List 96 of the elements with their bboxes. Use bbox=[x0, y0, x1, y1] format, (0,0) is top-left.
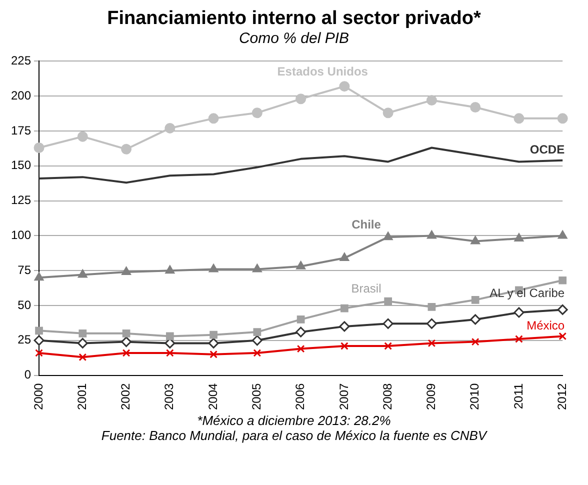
series-label: Estados Unidos bbox=[277, 64, 368, 79]
point bbox=[166, 349, 174, 357]
series-label: México bbox=[526, 318, 565, 333]
y-tick-label: 100 bbox=[10, 228, 32, 242]
point bbox=[428, 339, 436, 348]
y-tick-label: 150 bbox=[10, 158, 32, 172]
point bbox=[426, 95, 437, 106]
point bbox=[427, 230, 436, 239]
point bbox=[514, 307, 524, 318]
point bbox=[252, 335, 262, 346]
point bbox=[253, 328, 262, 336]
point bbox=[558, 276, 567, 284]
point bbox=[514, 233, 524, 242]
y-tick-label: 175 bbox=[10, 123, 32, 138]
x-tick-label: 2006 bbox=[293, 382, 308, 410]
x-tick-label: 2012 bbox=[554, 382, 569, 410]
point bbox=[165, 265, 175, 274]
point bbox=[515, 335, 523, 343]
point bbox=[164, 122, 176, 134]
series-label: AL y el Caribe bbox=[490, 286, 565, 300]
point bbox=[77, 131, 88, 142]
point bbox=[34, 335, 44, 346]
point bbox=[210, 330, 218, 339]
point bbox=[340, 304, 348, 312]
point bbox=[252, 264, 262, 272]
x-tick-label: 2010 bbox=[468, 382, 482, 410]
point bbox=[296, 94, 306, 104]
point bbox=[122, 266, 131, 275]
x-tick-label: 2009 bbox=[424, 382, 438, 410]
point bbox=[471, 338, 480, 346]
y-tick-label: 75 bbox=[18, 262, 32, 277]
point bbox=[253, 349, 262, 357]
point bbox=[470, 102, 481, 113]
series-label: OCDE bbox=[530, 142, 565, 157]
point bbox=[384, 297, 392, 306]
point bbox=[339, 321, 350, 332]
x-tick-label: 2005 bbox=[249, 382, 264, 410]
point bbox=[514, 113, 524, 124]
point bbox=[340, 252, 350, 262]
point bbox=[34, 272, 44, 281]
point bbox=[382, 108, 394, 118]
point bbox=[121, 336, 132, 348]
point bbox=[166, 332, 174, 340]
point bbox=[78, 353, 87, 362]
point bbox=[558, 332, 567, 340]
point bbox=[208, 113, 219, 124]
point bbox=[35, 349, 43, 357]
y-tick-label: 200 bbox=[10, 88, 32, 102]
point bbox=[557, 113, 568, 124]
point bbox=[383, 232, 393, 240]
point bbox=[384, 342, 392, 350]
point bbox=[296, 261, 306, 270]
point bbox=[210, 350, 218, 358]
x-tick-label: 2008 bbox=[380, 382, 394, 410]
point bbox=[339, 81, 350, 92]
point bbox=[78, 329, 87, 338]
point bbox=[208, 338, 219, 348]
point bbox=[557, 304, 568, 315]
x-tick-label: 2001 bbox=[74, 382, 89, 410]
point bbox=[208, 264, 218, 272]
text: *México a diciembre 2013: 28.2% bbox=[196, 413, 392, 428]
y-tick-label: 0 bbox=[24, 368, 32, 382]
x-tick-label: 2003 bbox=[162, 382, 176, 410]
point bbox=[558, 230, 568, 239]
point bbox=[296, 326, 306, 338]
point bbox=[78, 270, 88, 278]
x-tick-label: 2002 bbox=[118, 382, 133, 410]
point bbox=[470, 236, 480, 244]
point bbox=[428, 302, 436, 311]
x-tick-label: 2004 bbox=[206, 382, 220, 410]
point bbox=[35, 326, 43, 335]
point bbox=[252, 108, 262, 118]
point bbox=[470, 314, 481, 325]
point bbox=[471, 296, 480, 304]
point bbox=[121, 144, 132, 154]
source-note: Fuente: Banco Mundial, para el caso de México la fuente es CNBV bbox=[100, 428, 488, 443]
point bbox=[382, 318, 394, 329]
point bbox=[122, 349, 130, 357]
point bbox=[340, 342, 348, 350]
y-tick-label: 125 bbox=[10, 193, 32, 208]
y-tick-label: 25 bbox=[18, 332, 32, 347]
point bbox=[426, 318, 437, 329]
point bbox=[296, 344, 305, 353]
y-tick-label: 50 bbox=[18, 298, 32, 312]
y-tick-label: 225 bbox=[10, 54, 32, 68]
point bbox=[34, 142, 44, 154]
point bbox=[77, 338, 88, 348]
series-label: Brasil bbox=[351, 282, 382, 296]
chart-subtitle: Como % del PIB bbox=[238, 30, 350, 47]
chart-title: Financiamiento interno al sector privado* bbox=[106, 8, 482, 30]
x-tick-label: 2011 bbox=[511, 382, 526, 410]
x-tick-label: 2000 bbox=[31, 382, 46, 410]
point bbox=[122, 329, 130, 338]
x-tick-label: 2007 bbox=[336, 382, 351, 410]
point bbox=[296, 316, 305, 324]
series-label: Chile bbox=[352, 217, 382, 232]
